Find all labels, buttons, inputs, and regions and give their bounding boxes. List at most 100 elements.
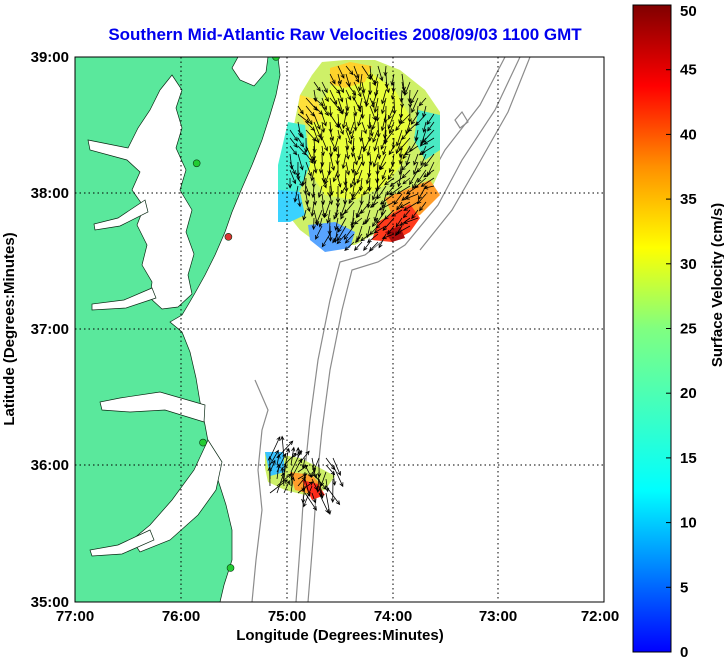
velocity-arrow: [276, 472, 285, 494]
velocity-arrow: [320, 153, 325, 167]
lon-tick-label: 73:00: [479, 608, 517, 625]
velocity-arrow: [336, 145, 341, 159]
james-river: [91, 287, 157, 311]
velocity-arrow: [420, 153, 427, 167]
velocity-arrow: [321, 233, 331, 248]
colorbar-tick-label: 5: [680, 579, 688, 596]
velocity-arrow: [341, 153, 347, 170]
velocity-arrow: [376, 145, 382, 160]
velocity-arrow: [345, 65, 354, 76]
velocity-arrow: [340, 209, 347, 220]
velocity-arrow: [379, 193, 395, 205]
velocity-arrow: [332, 457, 341, 476]
colorbar-tick-label: 25: [680, 321, 697, 338]
station-marker: [272, 57, 280, 61]
velocity-arrow: [420, 177, 435, 187]
velocity-arrow: [411, 97, 419, 114]
velocity-arrow: [351, 137, 356, 153]
velocity-arrow: [321, 177, 327, 189]
graticule: [75, 57, 604, 602]
velocity-arrow: [357, 113, 363, 127]
velocity-arrow: [329, 177, 334, 196]
velocity-arrow: [329, 73, 336, 85]
velocity-arrow: [305, 105, 315, 117]
velocity-arrow: [402, 177, 411, 185]
velocity-arrow: [396, 201, 403, 211]
lat-tick-label: 35:00: [31, 594, 69, 611]
velocity-arrow: [301, 485, 306, 504]
velocity-arrow: [345, 129, 352, 145]
velocity-arrow: [363, 137, 371, 153]
velocity-arrow: [376, 209, 387, 224]
velocity-arrow: [267, 466, 272, 487]
velocity-arrow: [297, 145, 307, 156]
velocity-arrow: [321, 201, 326, 219]
potomac-river: [93, 199, 149, 231]
velocity-arrow: [290, 476, 295, 494]
velocity-arrow: [297, 153, 304, 171]
velocity-arrow: [358, 177, 364, 192]
velocity-arrow: [333, 137, 339, 153]
velocity-arrow: [288, 177, 293, 189]
velocity-arrow: [395, 121, 403, 132]
velocity-arrow: [336, 233, 347, 245]
velocity-arrow: [372, 153, 379, 168]
velocity-arrow: [358, 97, 363, 110]
colorbar-tick-label: 30: [680, 256, 697, 273]
velocity-arrow: [349, 177, 355, 189]
velocity-arrow: [403, 145, 419, 156]
velocity-arrow: [343, 193, 348, 205]
velocity-arrow: [386, 185, 395, 196]
velocity-arrow: [379, 161, 387, 171]
velocity-arrow: [369, 225, 379, 236]
velocity-arrow: [369, 121, 374, 138]
y-axis-label: Latitude (Degrees:Minutes): [1, 232, 18, 425]
velocity-arrow: [290, 449, 302, 473]
velocity-arrow: [337, 217, 347, 233]
velocity-arrow: [311, 217, 316, 231]
velocity-arrow: [396, 129, 403, 147]
velocity-arrow: [321, 81, 328, 94]
lat-tick-label: 39:00: [31, 49, 69, 66]
velocity-arrow: [297, 177, 303, 187]
velocity-arrow: [337, 129, 342, 140]
velocity-arrow: [373, 73, 379, 85]
velocity-arrow: [348, 121, 355, 136]
velocity-arrow: [297, 476, 307, 487]
velocity-arrow: [313, 97, 324, 107]
velocity-arrow: [289, 137, 298, 149]
velocity-arrow: [318, 217, 323, 228]
velocity-arrow: [355, 233, 363, 244]
velocity-arrow: [422, 121, 427, 133]
colorbar-tick-label: 15: [680, 450, 697, 467]
colorbar-tick-label: 45: [680, 62, 697, 79]
colorbar-tick-label: 40: [680, 126, 697, 143]
velocity-arrow: [325, 485, 341, 506]
velocity-arrow: [350, 217, 355, 229]
velocity-arrow: [353, 217, 363, 225]
velocity-arrow: [382, 145, 387, 156]
velocity-arrow: [337, 89, 344, 103]
x-axis-label: Longitude (Degrees:Minutes): [236, 627, 444, 644]
velocity-arrow: [387, 225, 395, 235]
velocity-arrow: [388, 161, 395, 174]
velocity-arrow: [289, 471, 294, 487]
velocity-arrow: [363, 185, 371, 196]
velocity-arrow: [391, 209, 403, 217]
velocity-arrow: [334, 217, 339, 231]
velocity-vectors: [267, 65, 435, 516]
lon-tick-label: 75:00: [268, 608, 306, 625]
velocity-arrow: [337, 73, 342, 85]
velocity-arrow: [366, 145, 371, 157]
velocity-arrow: [303, 177, 308, 195]
velocity-arrow: [297, 137, 305, 148]
velocity-arrow: [423, 137, 435, 145]
velocity-arrow: [407, 89, 412, 104]
velocity-arrow: [389, 177, 403, 187]
colorbar-ticks: 0 5 10 15 20 25 30 35 40 45 50: [666, 3, 697, 659]
velocity-arrow: [302, 485, 313, 508]
velocity-arrow: [313, 81, 321, 92]
velocity-arrow: [424, 153, 435, 168]
map-title: Southern Mid-Atlantic Raw Velocities 200…: [108, 25, 582, 44]
